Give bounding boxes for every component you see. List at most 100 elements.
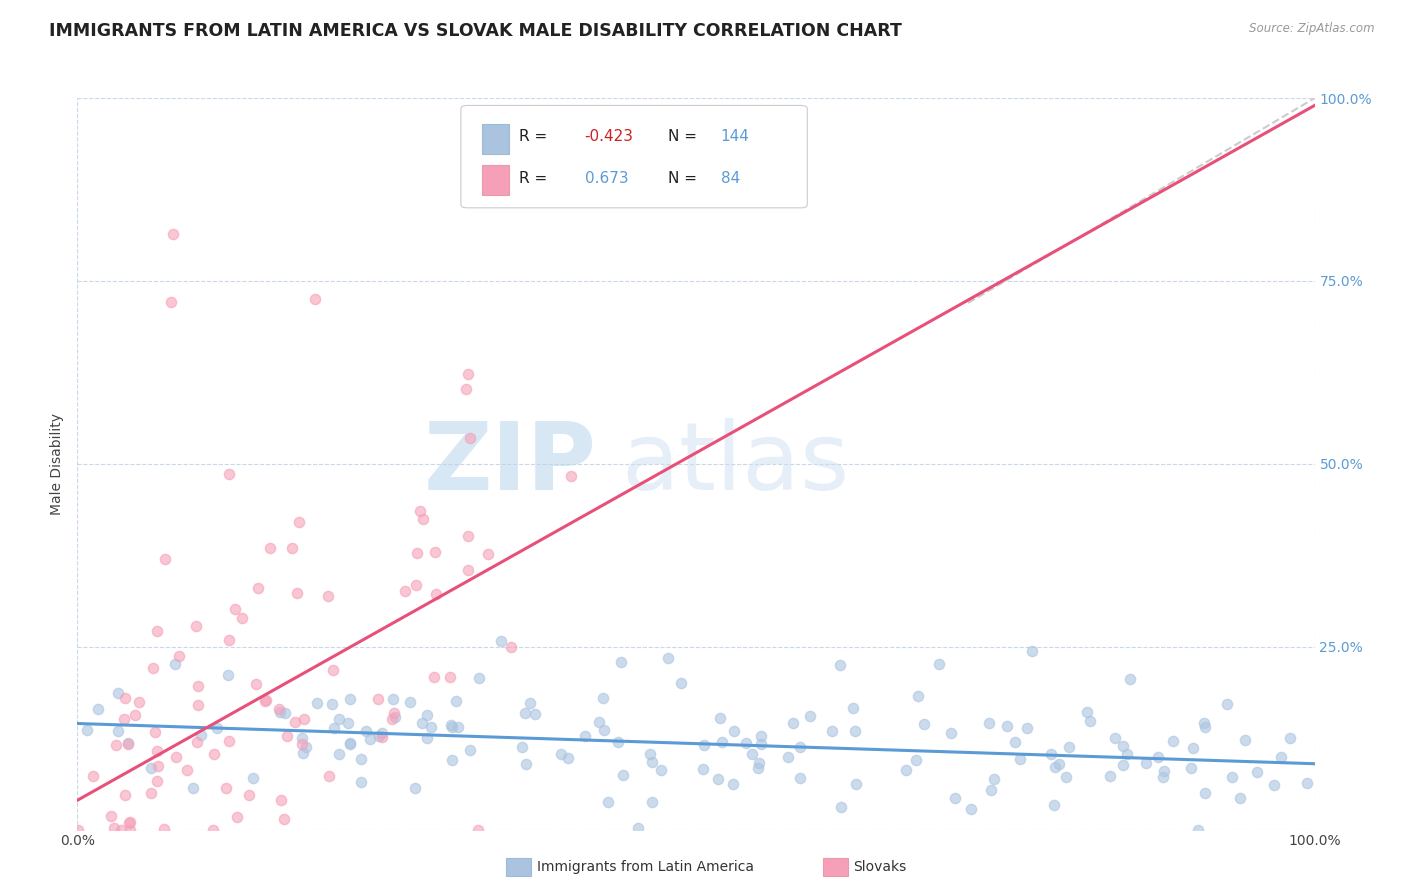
Point bbox=[382, 706, 405, 720]
Point bbox=[354, 724, 377, 739]
Bar bbox=[482, 124, 509, 154]
Point bbox=[447, 720, 470, 734]
Point bbox=[1112, 757, 1135, 772]
Point bbox=[423, 670, 446, 684]
Point bbox=[218, 467, 240, 481]
Point bbox=[242, 771, 264, 785]
Point bbox=[669, 675, 692, 690]
Point bbox=[721, 777, 744, 791]
Point bbox=[499, 640, 522, 655]
Point bbox=[269, 705, 291, 719]
Point bbox=[114, 690, 136, 705]
Point bbox=[339, 737, 361, 751]
Point bbox=[1220, 770, 1243, 784]
Point bbox=[1296, 776, 1319, 790]
Point bbox=[117, 736, 139, 750]
Point bbox=[513, 706, 536, 720]
Point bbox=[789, 771, 811, 785]
Point bbox=[928, 657, 950, 671]
Point bbox=[782, 716, 804, 731]
Point bbox=[141, 785, 163, 799]
Point bbox=[1047, 757, 1070, 772]
Point bbox=[425, 587, 447, 601]
Point bbox=[259, 541, 281, 555]
FancyBboxPatch shape bbox=[461, 105, 807, 208]
Text: N =: N = bbox=[668, 171, 696, 186]
Point bbox=[741, 747, 763, 762]
Point bbox=[304, 292, 326, 306]
Point bbox=[155, 551, 177, 566]
Point bbox=[747, 761, 769, 775]
Point bbox=[336, 716, 359, 731]
Point bbox=[186, 735, 208, 749]
Point bbox=[1182, 740, 1205, 755]
Point bbox=[510, 739, 533, 754]
Point bbox=[114, 789, 136, 803]
Point bbox=[1180, 761, 1202, 775]
Point bbox=[384, 710, 406, 724]
Text: IMMIGRANTS FROM LATIN AMERICA VS SLOVAK MALE DISABILITY CORRELATION CHART: IMMIGRANTS FROM LATIN AMERICA VS SLOVAK … bbox=[49, 22, 903, 40]
Point bbox=[960, 802, 983, 816]
Point bbox=[995, 719, 1018, 733]
Point bbox=[1187, 822, 1209, 837]
Point bbox=[181, 780, 204, 795]
Point bbox=[322, 663, 344, 677]
Point bbox=[657, 651, 679, 665]
Point bbox=[143, 725, 166, 739]
Point bbox=[273, 812, 295, 826]
Point bbox=[176, 764, 198, 778]
Point bbox=[187, 679, 209, 693]
Point bbox=[187, 698, 209, 713]
Point bbox=[844, 723, 866, 738]
Point bbox=[1021, 644, 1043, 658]
Point bbox=[114, 713, 136, 727]
Point bbox=[557, 751, 579, 765]
Text: atlas: atlas bbox=[621, 417, 851, 510]
Point bbox=[1270, 749, 1292, 764]
Point bbox=[1119, 672, 1142, 686]
Point bbox=[218, 734, 240, 748]
Point bbox=[1057, 739, 1080, 754]
Point bbox=[339, 692, 361, 706]
Point bbox=[423, 545, 446, 559]
Point bbox=[281, 541, 304, 555]
Point bbox=[87, 702, 110, 716]
Point bbox=[627, 822, 650, 836]
Y-axis label: Male Disability: Male Disability bbox=[51, 413, 65, 515]
Point bbox=[274, 706, 297, 720]
Point bbox=[828, 658, 851, 673]
Point bbox=[146, 773, 169, 788]
Point bbox=[118, 814, 141, 829]
Point bbox=[1152, 770, 1174, 784]
Point bbox=[316, 589, 339, 603]
Text: Source: ZipAtlas.com: Source: ZipAtlas.com bbox=[1250, 22, 1375, 36]
Point bbox=[830, 799, 852, 814]
Point bbox=[201, 822, 224, 837]
Point bbox=[218, 633, 240, 648]
Point bbox=[598, 795, 620, 809]
Point bbox=[322, 721, 344, 735]
Point bbox=[1135, 756, 1157, 770]
Point bbox=[693, 738, 716, 752]
Point bbox=[907, 689, 929, 703]
Point bbox=[146, 744, 169, 758]
Point bbox=[202, 747, 225, 762]
Text: Slovaks: Slovaks bbox=[853, 860, 907, 874]
Point bbox=[1054, 771, 1077, 785]
Point bbox=[977, 715, 1000, 730]
Point bbox=[799, 709, 821, 723]
Point bbox=[146, 759, 169, 773]
Text: 0.673: 0.673 bbox=[585, 171, 628, 186]
Point bbox=[368, 730, 391, 744]
Point bbox=[409, 504, 432, 518]
Text: N =: N = bbox=[668, 129, 696, 145]
Text: -0.423: -0.423 bbox=[585, 129, 634, 145]
Point bbox=[709, 711, 731, 725]
Point bbox=[1147, 750, 1170, 764]
Point bbox=[118, 816, 141, 830]
Point bbox=[381, 712, 404, 726]
Point bbox=[458, 743, 481, 757]
Point bbox=[778, 750, 800, 764]
Point bbox=[128, 695, 150, 709]
Point bbox=[318, 769, 340, 783]
